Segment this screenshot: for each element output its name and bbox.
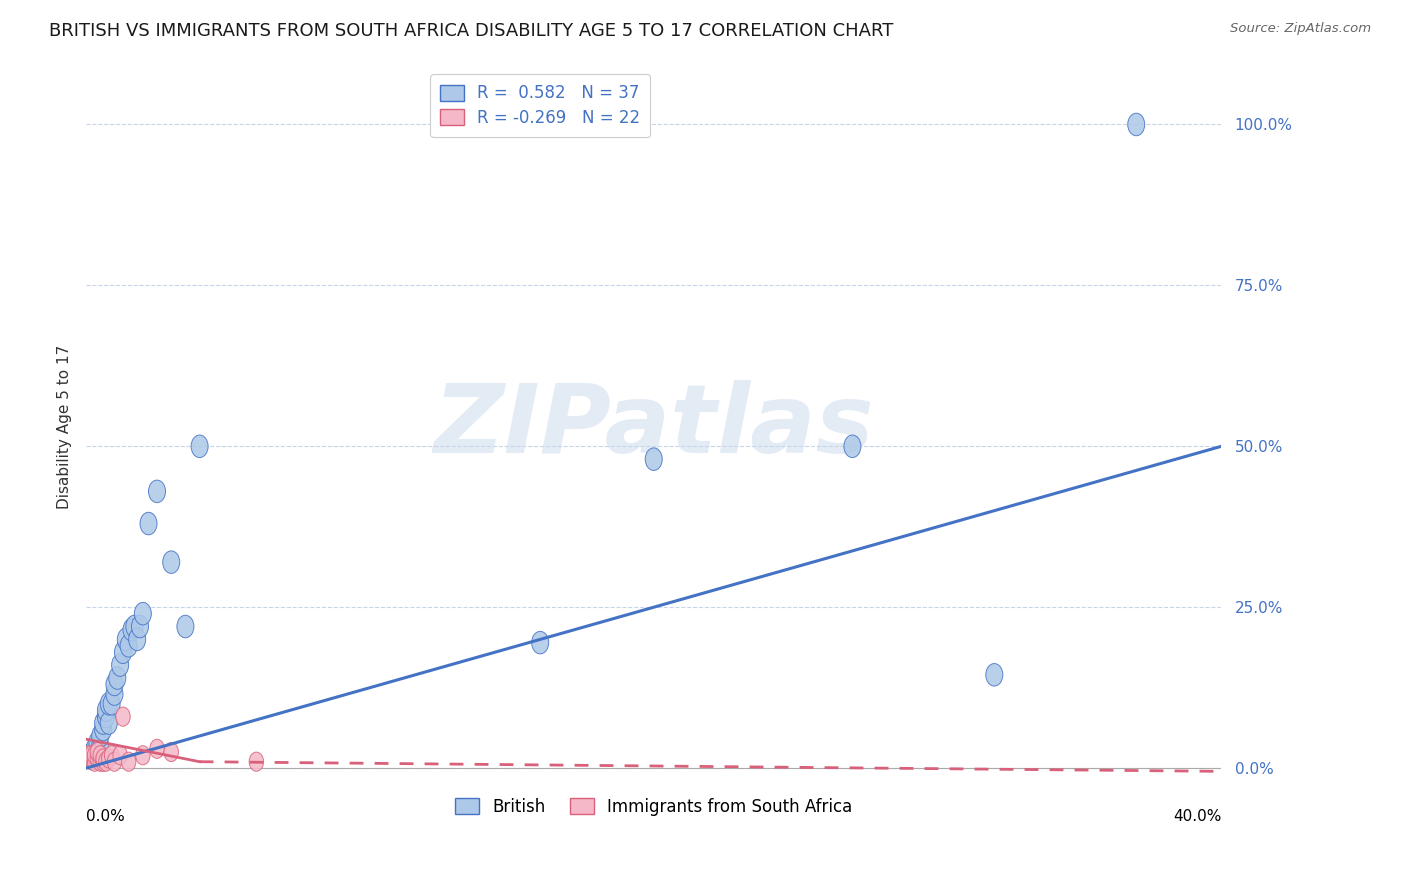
Ellipse shape bbox=[91, 724, 108, 747]
Ellipse shape bbox=[122, 618, 141, 641]
Ellipse shape bbox=[83, 747, 100, 770]
Ellipse shape bbox=[111, 654, 128, 676]
Text: 40.0%: 40.0% bbox=[1173, 809, 1222, 824]
Ellipse shape bbox=[94, 718, 111, 740]
Ellipse shape bbox=[80, 744, 97, 766]
Ellipse shape bbox=[105, 673, 122, 696]
Ellipse shape bbox=[125, 615, 143, 638]
Ellipse shape bbox=[165, 742, 179, 762]
Ellipse shape bbox=[114, 641, 132, 664]
Ellipse shape bbox=[108, 666, 125, 690]
Ellipse shape bbox=[84, 746, 98, 764]
Ellipse shape bbox=[986, 664, 1002, 686]
Ellipse shape bbox=[844, 435, 860, 458]
Ellipse shape bbox=[135, 602, 152, 625]
Legend: British, Immigrants from South Africa: British, Immigrants from South Africa bbox=[449, 791, 859, 822]
Ellipse shape bbox=[163, 551, 180, 574]
Ellipse shape bbox=[191, 435, 208, 458]
Ellipse shape bbox=[112, 746, 128, 764]
Ellipse shape bbox=[96, 749, 110, 768]
Ellipse shape bbox=[98, 752, 112, 772]
Ellipse shape bbox=[96, 752, 110, 772]
Ellipse shape bbox=[97, 699, 114, 722]
Y-axis label: Disability Age 5 to 17: Disability Age 5 to 17 bbox=[58, 345, 72, 509]
Ellipse shape bbox=[121, 752, 136, 772]
Ellipse shape bbox=[132, 615, 149, 638]
Ellipse shape bbox=[149, 480, 166, 502]
Text: Source: ZipAtlas.com: Source: ZipAtlas.com bbox=[1230, 22, 1371, 36]
Ellipse shape bbox=[150, 739, 165, 758]
Ellipse shape bbox=[94, 712, 111, 734]
Ellipse shape bbox=[135, 746, 150, 764]
Ellipse shape bbox=[249, 752, 263, 772]
Ellipse shape bbox=[86, 738, 103, 760]
Ellipse shape bbox=[87, 752, 101, 772]
Ellipse shape bbox=[103, 692, 120, 715]
Ellipse shape bbox=[90, 742, 104, 762]
Ellipse shape bbox=[120, 634, 138, 657]
Ellipse shape bbox=[97, 706, 114, 728]
Text: BRITISH VS IMMIGRANTS FROM SOUTH AFRICA DISABILITY AGE 5 TO 17 CORRELATION CHART: BRITISH VS IMMIGRANTS FROM SOUTH AFRICA … bbox=[49, 22, 894, 40]
Text: 0.0%: 0.0% bbox=[86, 809, 125, 824]
Ellipse shape bbox=[105, 683, 122, 706]
Ellipse shape bbox=[100, 692, 117, 715]
Text: ZIPatlas: ZIPatlas bbox=[433, 381, 875, 474]
Ellipse shape bbox=[93, 752, 107, 772]
Ellipse shape bbox=[86, 740, 103, 764]
Ellipse shape bbox=[90, 749, 104, 768]
Ellipse shape bbox=[101, 749, 117, 768]
Ellipse shape bbox=[87, 746, 101, 764]
Ellipse shape bbox=[1128, 113, 1144, 136]
Ellipse shape bbox=[84, 749, 98, 768]
Ellipse shape bbox=[91, 734, 108, 757]
Ellipse shape bbox=[89, 731, 105, 754]
Ellipse shape bbox=[104, 746, 120, 764]
Ellipse shape bbox=[141, 512, 157, 535]
Ellipse shape bbox=[115, 707, 131, 726]
Ellipse shape bbox=[100, 712, 117, 734]
Ellipse shape bbox=[89, 744, 105, 766]
Ellipse shape bbox=[93, 746, 107, 764]
Ellipse shape bbox=[177, 615, 194, 638]
Ellipse shape bbox=[117, 628, 135, 650]
Ellipse shape bbox=[82, 746, 96, 764]
Ellipse shape bbox=[531, 632, 548, 654]
Ellipse shape bbox=[107, 752, 122, 772]
Ellipse shape bbox=[645, 448, 662, 470]
Ellipse shape bbox=[128, 628, 146, 650]
